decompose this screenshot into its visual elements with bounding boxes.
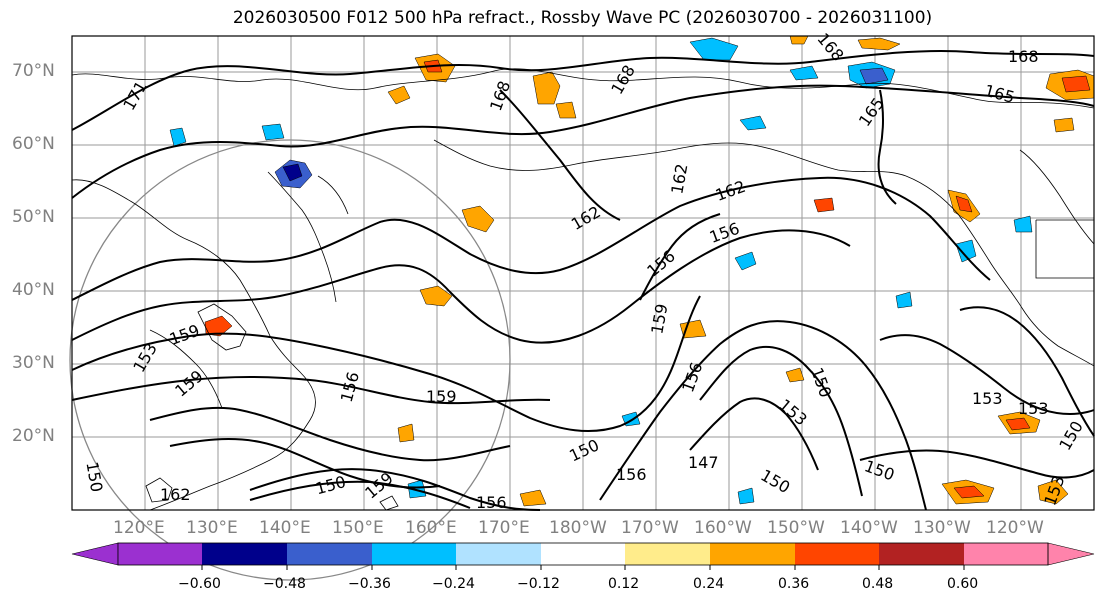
lon-label: 120°E [113,518,165,538]
contour-label: 153 [1018,399,1049,418]
lon-label: 130°E [186,518,238,538]
lon-label: 160°E [405,518,457,538]
map-panel: 171 168 168 168 168 165 165 162 162 162 … [69,29,1095,581]
coastlines [71,68,1095,511]
contour-label: 156 [476,493,507,512]
colorbar-segment [710,543,795,565]
contour-label: 147 [688,453,719,472]
lat-label: 20°N [12,426,55,446]
lat-label: 60°N [12,134,55,154]
colorbar-segment [118,543,202,565]
colorbar-tick-label: −0.60 [178,576,221,592]
colorbar-segment [456,543,541,565]
lon-label: 170°W [621,518,679,538]
map-frame [71,35,1095,511]
colorbar-segment [287,543,372,565]
colorbar-tick-label: −0.36 [348,576,391,592]
contour-label: 162 [160,485,191,504]
colorbar-tick-label: −0.48 [263,576,306,592]
lon-label: 130°W [913,518,971,538]
map-title: 2026030500 F012 500 hPa refract., Rossby… [232,8,933,28]
colorbar-tick-label: 0.36 [778,576,810,592]
colorbar-tick-label: −0.24 [432,576,475,592]
colorbar-segment [795,543,879,565]
colorbar-segment [372,543,456,565]
wave-circle [69,139,511,581]
lat-label: 40°N [12,280,55,300]
colorbar-extend-right [1047,542,1095,566]
lon-label: 150°W [767,518,825,538]
colorbar-tick-label: −0.12 [517,576,560,592]
contours [71,49,1095,511]
lon-label: 120°W [986,518,1044,538]
lon-label: 160°W [694,518,752,538]
lat-label: 30°N [12,353,55,373]
lat-label: 70°N [12,61,55,81]
lon-label: 180°W [549,518,607,538]
colorbar [71,542,1095,570]
colorbar-segment [964,543,1048,565]
colorbar-tick-label: 0.12 [608,576,640,592]
shaded-patches [169,35,1095,507]
colorbar-tick-label: 0.60 [947,576,979,592]
colorbar-tick-label: 0.24 [693,576,725,592]
colorbar-segment [202,543,287,565]
lon-label: 140°E [259,518,311,538]
lon-label: 140°W [840,518,898,538]
contour-label: 153 [972,389,1003,408]
contour-label: 168 [1008,47,1039,66]
lat-label: 50°N [12,207,55,227]
colorbar-tick-label: 0.48 [862,576,894,592]
colorbar-segment [879,543,964,565]
lon-label: 150°E [332,518,384,538]
colorbar-extend-left [71,542,119,566]
colorbar-segment [625,543,710,565]
lon-label: 170°E [478,518,530,538]
colorbar-segment [541,543,625,565]
contour-labels: 171 168 168 168 168 165 165 162 162 162 … [82,29,1087,512]
contour-label: 159 [426,387,457,406]
contour-label: 156 [616,465,647,484]
